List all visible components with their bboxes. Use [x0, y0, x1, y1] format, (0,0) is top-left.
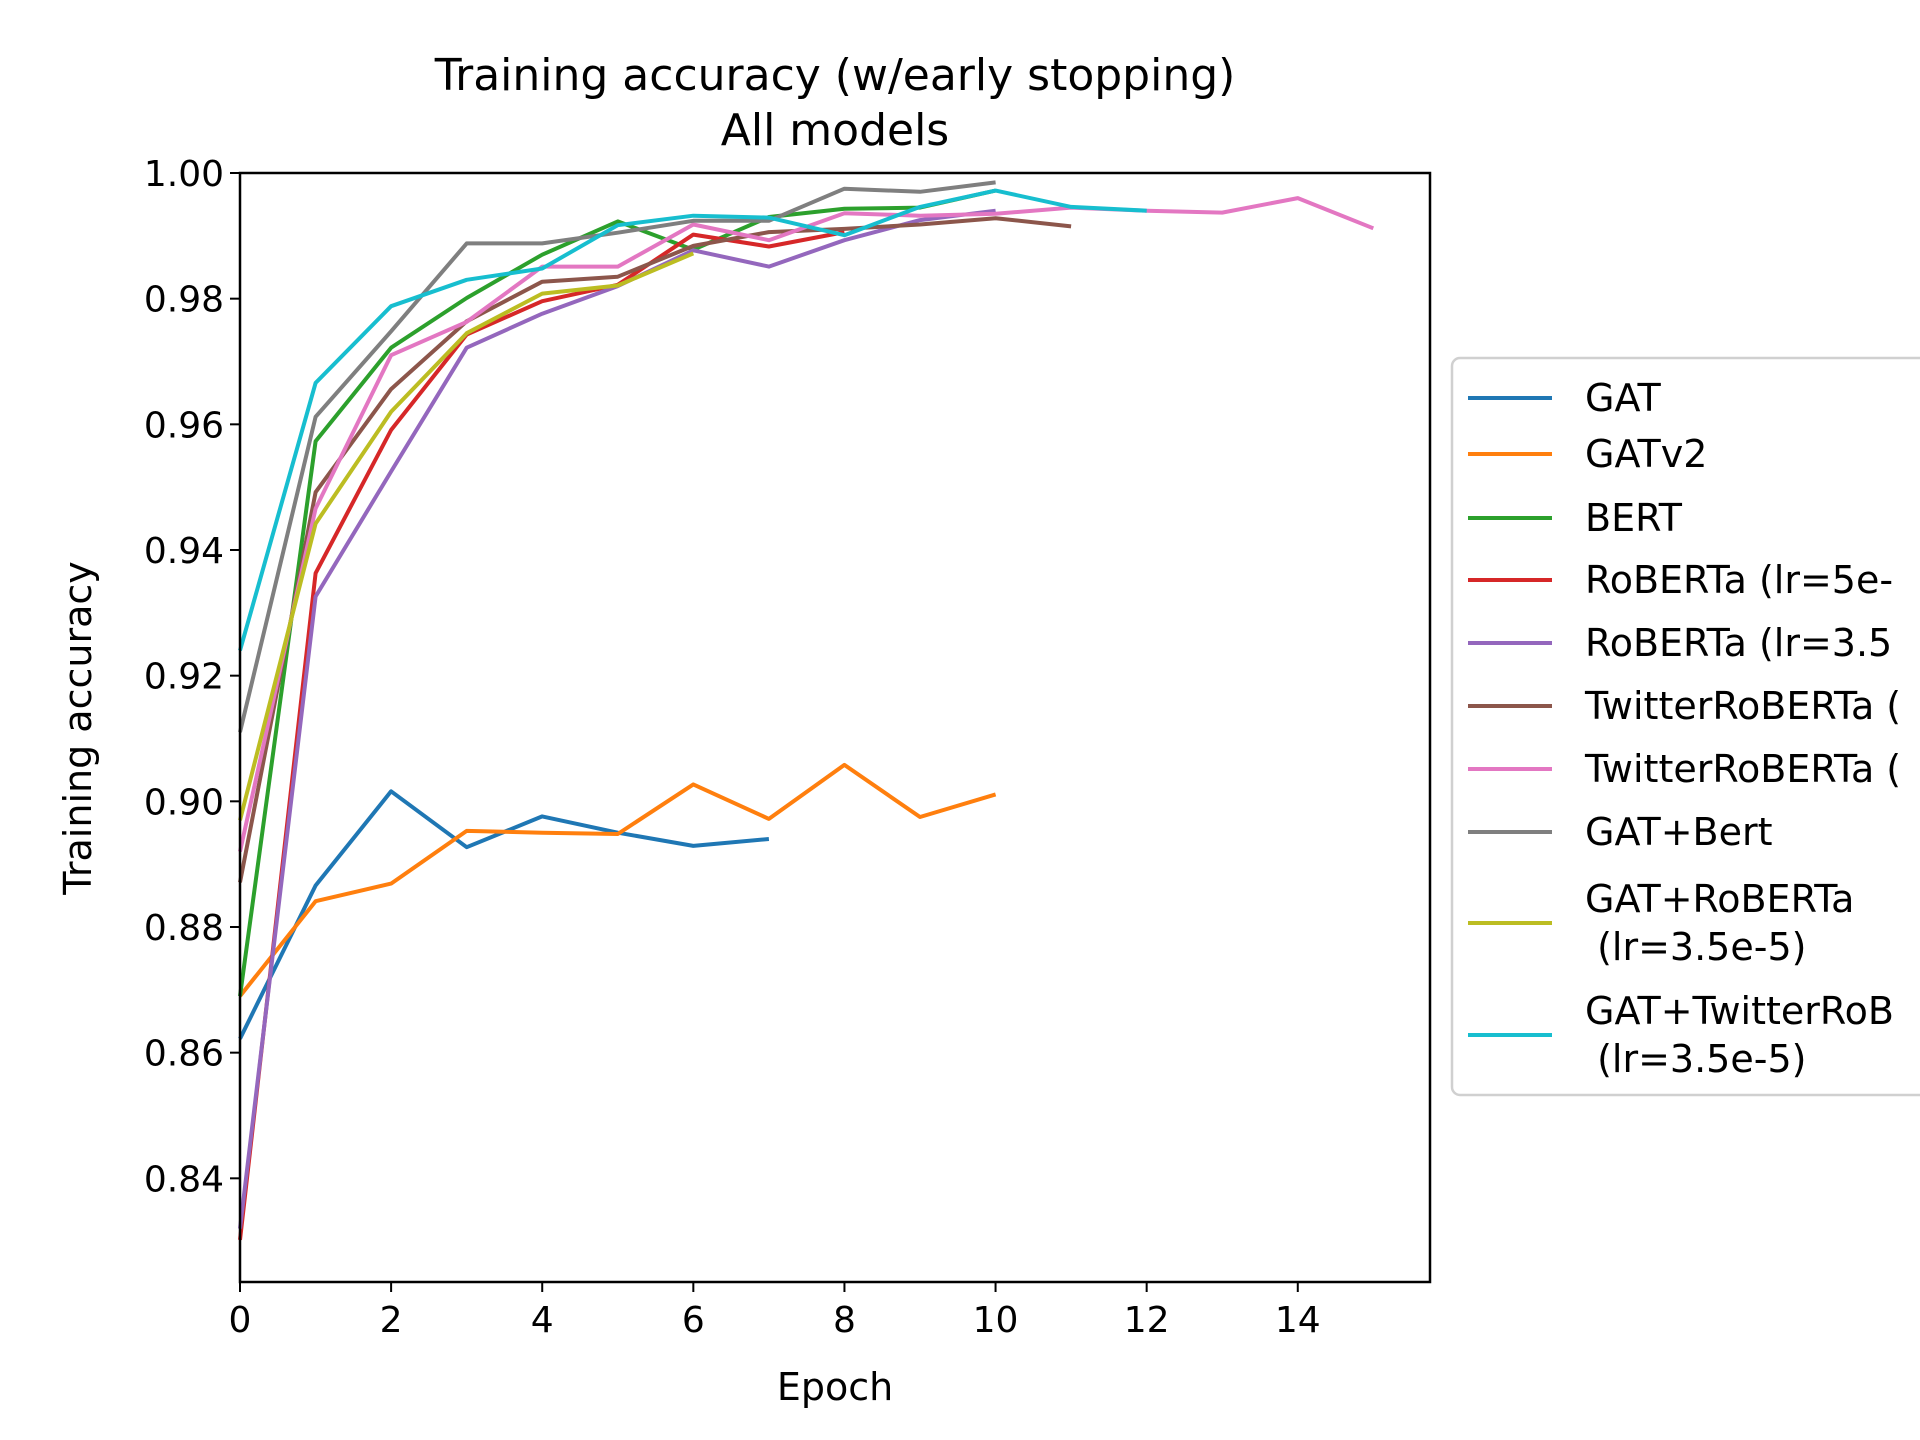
y-tick-label: 1.00 — [144, 154, 224, 195]
series-line-5 — [238, 208, 996, 1229]
legend-label: RoBERTa (lr=3.5 — [1585, 621, 1892, 665]
series-line-1 — [238, 789, 770, 1040]
y-tick-label: 0.92 — [144, 657, 224, 698]
x-tick-label: 10 — [973, 1300, 1019, 1341]
series-layer — [238, 180, 1375, 1241]
x-tick-label: 12 — [1124, 1300, 1170, 1341]
legend-label: GAT+TwitterRoB (lr=3.5e-5) — [1585, 989, 1894, 1081]
legend-label: RoBERTa (lr=5e- — [1585, 558, 1893, 602]
series-line-7 — [238, 196, 1375, 853]
legend-items: GAT GATv2 BERT RoBERTa (lr=5e- RoBERTa (lr=3… — [1468, 376, 1901, 1081]
y-tick-label: 0.90 — [144, 782, 224, 823]
series-line-8 — [238, 180, 996, 733]
y-tick-label: 0.84 — [144, 1159, 224, 1200]
x-tick-label: 14 — [1275, 1300, 1321, 1341]
y-tick-label: 0.96 — [144, 405, 224, 446]
series-line-4 — [238, 230, 845, 1241]
legend-label: GATv2 — [1585, 432, 1707, 476]
y-tick-label: 0.86 — [144, 1034, 224, 1075]
y-tick-label: 0.98 — [144, 280, 224, 321]
x-tick-label: 6 — [682, 1300, 705, 1341]
series-line-10 — [238, 188, 1147, 652]
y-tick-label: 0.88 — [144, 908, 224, 949]
series-line-6 — [238, 216, 1072, 883]
x-tick-label: 4 — [531, 1300, 554, 1341]
legend-label: TwitterRoBERTa ( — [1584, 747, 1901, 791]
legend: GAT GATv2 BERT RoBERTa (lr=5e- RoBERTa (lr=3… — [1450, 356, 1920, 1097]
series-line-9 — [238, 251, 695, 821]
legend-label: GAT+Bert — [1585, 810, 1773, 854]
legend-label: TwitterRoBERTa ( — [1584, 684, 1901, 728]
y-axis-label: Training accuracy — [56, 561, 100, 895]
x-tick-label: 2 — [380, 1300, 403, 1341]
x-axis-label: Epoch — [777, 1365, 893, 1409]
legend-label: GAT+RoBERTa (lr=3.5e-5) — [1585, 877, 1854, 969]
legend-frame — [1450, 356, 1920, 1097]
plot-frame — [238, 171, 1432, 1284]
legend-label: GAT — [1585, 376, 1661, 420]
series-line-3 — [238, 188, 997, 997]
legend-label: BERT — [1585, 496, 1683, 540]
series-line-2 — [238, 762, 997, 998]
y-tick-label: 0.94 — [144, 531, 224, 572]
x-tick-label: 8 — [833, 1300, 856, 1341]
x-tick-label: 0 — [229, 1300, 252, 1341]
tick-layer: 0 2 4 6 8 10 12 14 0.84 0.86 0.88 0.90 0.92 0.94 0.96 0… — [144, 154, 1321, 1341]
chart-title: Training accuracy (w/early stopping) — [434, 50, 1236, 101]
chart-subtitle: All models — [721, 105, 949, 156]
